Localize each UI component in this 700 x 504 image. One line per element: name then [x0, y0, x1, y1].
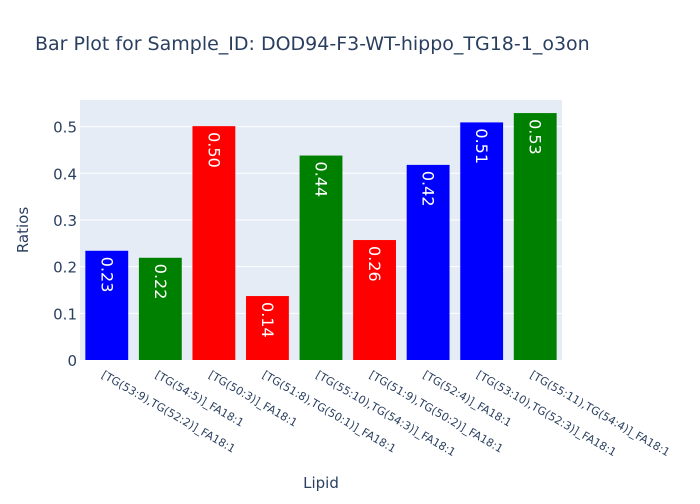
x-tick-label: [TG(52:4)]_FA18:1 [421, 368, 514, 429]
chart-title: Bar Plot for Sample_ID: DOD94-F3-WT-hipp… [35, 33, 590, 55]
bar [353, 240, 396, 360]
bar [192, 126, 236, 360]
bar-value-label: 0.14 [258, 302, 277, 338]
bar [460, 122, 504, 360]
bar [246, 296, 289, 360]
bar [299, 155, 343, 360]
y-tick-label: 0.1 [53, 305, 77, 323]
bar-value-label: 0.44 [312, 162, 331, 198]
bar [406, 164, 450, 360]
bar-value-label: 0.53 [526, 119, 545, 155]
bar [138, 257, 182, 360]
x-axis-ticks: [TG(53:9),TG(52:2)]_FA18:1[TG(54:5)]_FA1… [99, 368, 672, 459]
bar-value-label: 0.26 [365, 246, 384, 282]
x-tick-label: [TG(50:3)]_FA18:1 [206, 368, 299, 429]
y-axis-ticks: 0 0.1 0.2 0.3 0.4 0.5 [53, 119, 77, 370]
y-tick-label: 0.3 [53, 212, 77, 230]
y-axis-title: Ratios [14, 207, 32, 254]
y-tick-label: 0 [67, 352, 77, 370]
x-axis-title: Lipid [303, 474, 339, 492]
bar-value-label: 0.51 [472, 128, 491, 164]
bar [85, 250, 129, 360]
bars: 0.23 0.22 0.50 0.14 0.44 0.26 0.42 0.51 0.53 [85, 113, 557, 361]
x-tick-label: [TG(54:5)]_FA18:1 [153, 368, 246, 429]
bar-value-label: 0.23 [97, 257, 116, 293]
bar-value-label: 0.22 [151, 264, 170, 300]
y-tick-label: 0.2 [53, 259, 77, 277]
y-tick-label: 0.4 [53, 165, 77, 183]
bar-value-label: 0.42 [419, 171, 438, 207]
bar [513, 113, 557, 361]
bar-value-label: 0.50 [204, 132, 223, 168]
y-tick-label: 0.5 [53, 119, 77, 137]
